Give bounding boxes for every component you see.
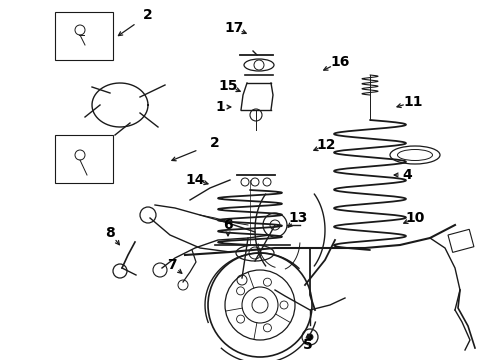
Bar <box>448 229 474 252</box>
Text: 2: 2 <box>210 136 220 150</box>
Text: 6: 6 <box>223 218 233 232</box>
Text: 14: 14 <box>185 173 205 187</box>
Text: 10: 10 <box>405 211 425 225</box>
Text: 8: 8 <box>105 226 115 240</box>
Text: 15: 15 <box>218 79 238 93</box>
Text: 2: 2 <box>143 8 153 22</box>
Text: 1: 1 <box>215 100 225 114</box>
Text: 17: 17 <box>224 21 244 35</box>
Bar <box>55 135 113 183</box>
Text: 5: 5 <box>303 338 313 352</box>
Text: 7: 7 <box>167 258 177 272</box>
Text: 13: 13 <box>288 211 308 225</box>
Text: 4: 4 <box>402 168 412 182</box>
Text: 11: 11 <box>403 95 423 109</box>
Bar <box>55 12 113 60</box>
Text: 12: 12 <box>316 138 336 152</box>
Circle shape <box>307 334 313 340</box>
Text: 16: 16 <box>330 55 350 69</box>
